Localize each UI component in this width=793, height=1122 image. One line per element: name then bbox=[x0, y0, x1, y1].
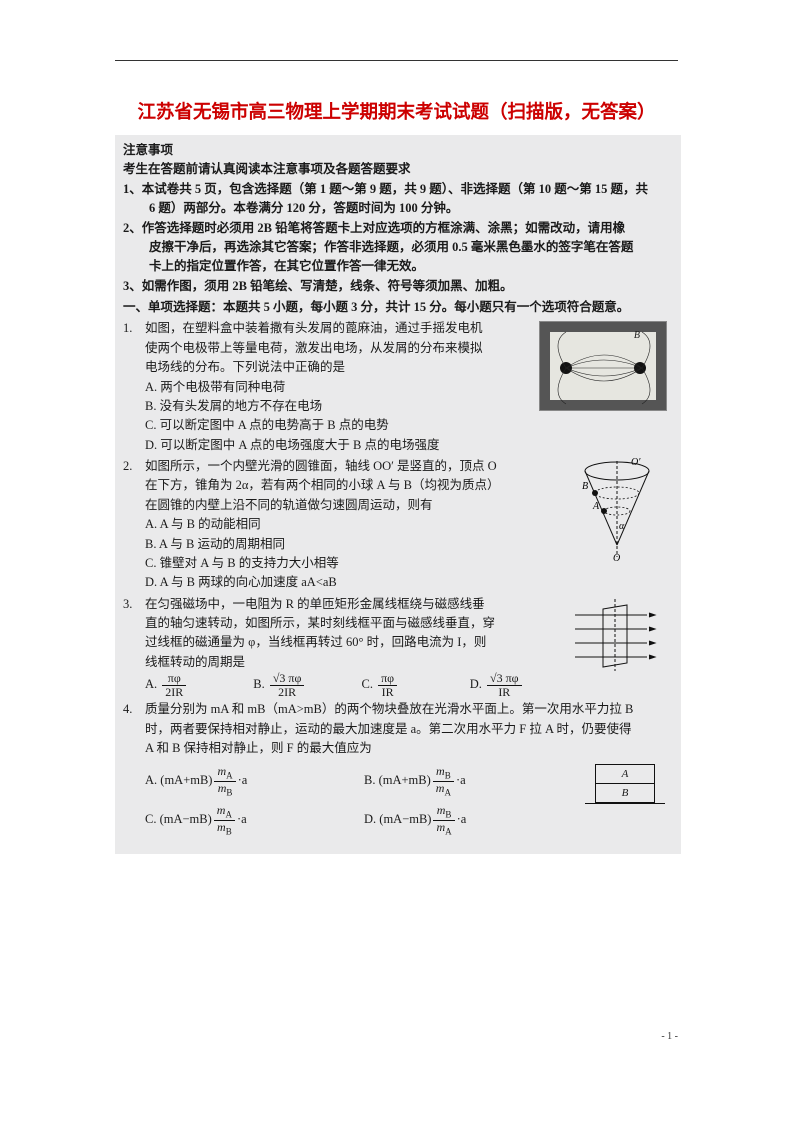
instruction-2-line3: 卡上的指定位置作答，在其它位置作答一律无效。 bbox=[123, 257, 673, 276]
notice-subheading: 考生在答题前请认真阅读本注意事项及各题答题要求 bbox=[123, 160, 673, 179]
question-2-figure: O′ B A α O bbox=[573, 457, 661, 565]
svg-text:O: O bbox=[613, 553, 620, 564]
question-1-figure: B bbox=[539, 321, 667, 411]
cone-diagram-icon: O′ B A α O bbox=[573, 457, 661, 565]
question-4-stem-l1: 质量分别为 mA 和 mB（mA>mB）的两个物块叠放在光滑水平面上。第一次用水… bbox=[145, 700, 673, 719]
q4-option-a: A. (mA+mB)mAmB·a bbox=[145, 762, 364, 801]
q3-option-b: B. √3 πφ2IR bbox=[253, 672, 361, 698]
coil-diagram-icon bbox=[569, 595, 661, 673]
svg-text:B: B bbox=[582, 481, 588, 492]
page-number: - 1 - bbox=[661, 1031, 678, 1042]
svg-text:α: α bbox=[619, 521, 625, 532]
q1-option-c: C. 可以断定图中 A 点的电势高于 B 点的电势 bbox=[145, 416, 673, 435]
instruction-1-line2: 6 题）两部分。本卷满分 120 分，答题时间为 100 分钟。 bbox=[123, 199, 673, 218]
question-4-stem-l3: A 和 B 保持相对静止，则 F 的最大值应为 bbox=[145, 739, 673, 758]
question-4: 4. 质量分别为 mA 和 mB（mA>mB）的两个物块叠放在光滑水平面上。第一… bbox=[123, 700, 673, 839]
question-4-number: 4. bbox=[123, 700, 132, 719]
q3-options-row: A. πφ2IR B. √3 πφ2IR C. πφIR D. √3 πφIR bbox=[145, 672, 673, 698]
top-horizontal-rule bbox=[115, 60, 678, 61]
q3-option-d: D. √3 πφIR bbox=[470, 672, 578, 698]
instruction-2-line2: 皮擦干净后，再选涂其它答案；作答非选择题，必须用 0.5 毫米黑色墨水的签字笔在… bbox=[123, 238, 673, 257]
question-2-number: 2. bbox=[123, 457, 132, 476]
q3-option-c: C. πφIR bbox=[362, 672, 470, 698]
question-3-figure bbox=[569, 595, 661, 673]
instruction-3: 3、如需作图，须用 2B 铅笔绘、写清楚，线条、符号等须加黑、加粗。 bbox=[123, 277, 673, 296]
section-1-heading: 一、单项选择题：本题共 5 小题，每小题 3 分，共计 15 分。每小题只有一个… bbox=[123, 298, 673, 317]
field-lines-icon bbox=[540, 322, 667, 411]
document-title: 江苏省无锡市高三物理上学期期末考试试题（扫描版，无答案） bbox=[115, 98, 678, 124]
question-4-stem-l2: 时，两者要保持相对静止，运动的最大加速度是 a。第二次用水平力 F 拉 A 时，… bbox=[145, 720, 673, 739]
question-3: 3. bbox=[123, 595, 673, 699]
q3-option-a: A. πφ2IR bbox=[145, 672, 253, 698]
svg-text:A: A bbox=[592, 501, 600, 512]
svg-text:O′: O′ bbox=[631, 457, 641, 468]
fig4-block-b: B bbox=[595, 784, 655, 803]
question-1-number: 1. bbox=[123, 319, 132, 338]
scanned-content-region: 注意事项 考生在答题前请认真阅读本注意事项及各题答题要求 1、本试卷共 5 页，… bbox=[115, 135, 681, 854]
instruction-1-line1: 1、本试卷共 5 页，包含选择题（第 1 题～第 9 题，共 9 题）、非选择题… bbox=[123, 180, 673, 199]
question-2: 2. O′ B A α O 如图所示， bbox=[123, 457, 673, 593]
question-4-figure: A B bbox=[595, 764, 655, 804]
q4-option-d: D. (mA−mB)mBmA·a bbox=[364, 801, 583, 840]
q4-option-c: C. (mA−mB)mAmB·a bbox=[145, 801, 364, 840]
fig4-block-a: A bbox=[595, 764, 655, 784]
q1-option-d: D. 可以断定图中 A 点的电场强度大于 B 点的电场强度 bbox=[145, 436, 673, 455]
notice-heading: 注意事项 bbox=[123, 141, 673, 160]
q2-option-d: D. A 与 B 两球的向心加速度 aA<aB bbox=[145, 573, 673, 592]
fig4-ground-line bbox=[585, 803, 665, 804]
question-3-number: 3. bbox=[123, 595, 132, 614]
instruction-2-line1: 2、作答选择题时必须用 2B 铅笔将答题卡上对应选项的方框涂满、涂黑；如需改动，… bbox=[123, 219, 673, 238]
q4-option-b: B. (mA+mB)mBmA·a bbox=[364, 762, 583, 801]
question-1: 1. B bbox=[123, 319, 673, 455]
